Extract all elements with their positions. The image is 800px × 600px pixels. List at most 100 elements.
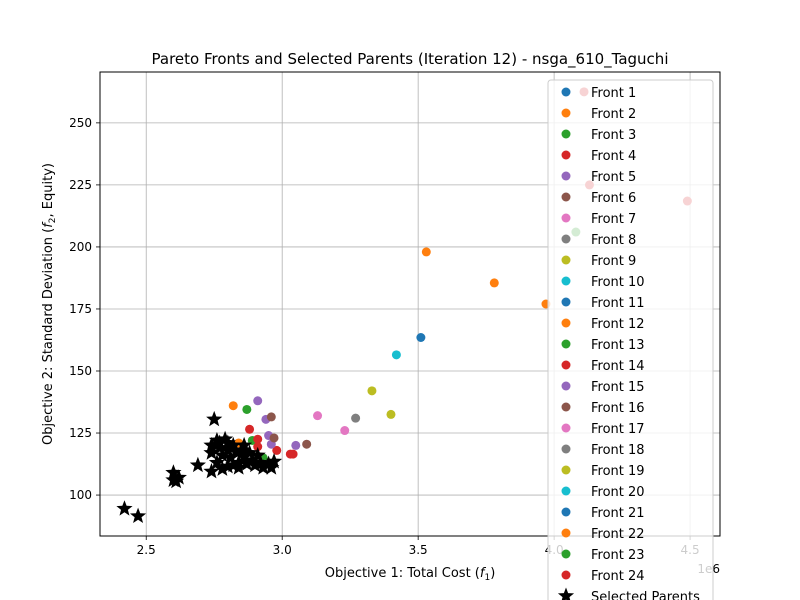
data-point	[340, 426, 350, 436]
y-tick-label: 225	[69, 178, 92, 192]
legend-marker	[561, 192, 571, 202]
selected-parent-marker	[230, 459, 247, 475]
data-point	[391, 350, 401, 360]
data-point	[272, 445, 282, 455]
legend-label: Front 20	[591, 485, 645, 500]
selected-parent-marker	[116, 500, 133, 516]
selected-parent-marker	[260, 455, 277, 471]
legend-label: Front 8	[591, 233, 636, 248]
selected-parent-marker	[129, 507, 147, 524]
y-tick-label: 125	[69, 426, 92, 440]
selected-parent-marker	[222, 449, 239, 465]
legend-marker	[561, 150, 571, 160]
selected-parent-marker	[170, 469, 187, 485]
selected-parent-marker	[208, 454, 226, 470]
legend-label: Front 2	[591, 107, 636, 122]
data-point	[253, 396, 263, 406]
legend-marker	[561, 507, 571, 517]
data-point	[242, 404, 252, 414]
legend-marker	[561, 549, 571, 559]
selected-parent-marker	[219, 458, 236, 474]
legend-label: Front 9	[591, 254, 636, 269]
legend-marker	[561, 297, 571, 307]
selected-parent-marker	[238, 455, 255, 471]
legend-marker	[561, 339, 571, 349]
data-point	[302, 439, 312, 449]
legend-marker	[561, 87, 571, 97]
selected-parent-marker	[255, 459, 272, 475]
y-axis-label: Objective 2: Standard Deviation (f2, Equ…	[41, 163, 58, 445]
selected-parent-marker	[227, 443, 245, 459]
legend-label: Front 19	[591, 464, 645, 479]
x-axis-label: Objective 1: Total Cost (f1)	[325, 566, 496, 583]
legend-label: Front 12	[591, 317, 645, 332]
y-tick-label: 100	[69, 488, 92, 502]
selected-parent-marker	[217, 430, 234, 447]
selected-parent-marker	[189, 456, 206, 473]
legend-marker	[561, 465, 571, 475]
selected-parent-marker	[265, 453, 283, 469]
legend-marker	[561, 570, 571, 580]
selected-parent-marker	[168, 472, 185, 489]
selected-parent-marker	[206, 410, 223, 427]
legend-marker	[561, 171, 571, 181]
selected-parent-marker	[241, 444, 258, 460]
data-point	[416, 332, 426, 342]
selected-parent-marker	[214, 446, 231, 463]
selected-parent-marker	[246, 456, 264, 473]
legend-marker	[561, 234, 571, 244]
legend-label: Front 3	[591, 128, 636, 143]
selected-parent-marker	[225, 436, 242, 453]
legend-marker	[561, 276, 571, 286]
legend-label: Front 13	[591, 338, 645, 353]
legend-marker	[561, 486, 571, 496]
legend-label: Front 6	[591, 191, 636, 206]
legend: Front 1 Front 2 Front 3 Front 4 Front 5 Front…	[547, 79, 714, 600]
legend-marker	[561, 381, 571, 391]
legend-marker	[561, 423, 571, 433]
selected-parent-marker	[263, 459, 280, 475]
legend-label: Front 11	[591, 296, 645, 311]
data-point	[266, 412, 276, 422]
selected-parent-marker	[236, 436, 253, 453]
legend-marker	[561, 402, 571, 412]
selected-parent-marker	[208, 431, 226, 448]
selected-parent-marker	[214, 460, 231, 476]
legend-label: Front 18	[591, 443, 645, 458]
legend-marker	[561, 108, 571, 118]
legend-label: Front 22	[591, 527, 645, 542]
legend-label: Front 10	[591, 275, 645, 290]
legend-label: Front 17	[591, 422, 645, 437]
legend-marker	[561, 444, 571, 454]
data-point	[489, 278, 499, 288]
plot-frame	[99, 71, 721, 537]
legend-label: Front 24	[591, 569, 645, 584]
data-point	[245, 424, 255, 434]
data-point	[351, 413, 361, 423]
legend-label: Front 7	[591, 212, 636, 227]
legend-marker	[561, 318, 571, 328]
legend-label: Front 5	[591, 170, 636, 185]
data-point	[386, 409, 396, 419]
y-tick-label: 250	[69, 116, 92, 130]
legend-box	[547, 79, 714, 600]
data-point	[253, 442, 263, 452]
selected-parent-marker	[211, 439, 228, 455]
data-point	[288, 449, 298, 459]
legend-label: Front 1	[591, 86, 636, 101]
legend-marker	[557, 587, 575, 600]
selected-parent-marker	[244, 451, 261, 468]
selected-parent-marker	[211, 434, 228, 450]
legend-marker	[561, 213, 571, 223]
legend-marker	[561, 360, 571, 370]
legend-label: Front 14	[591, 359, 645, 374]
selected-parent-marker	[203, 444, 220, 460]
legend-marker	[561, 129, 571, 139]
data-point	[269, 433, 279, 443]
data-point	[253, 434, 263, 444]
data-point	[367, 386, 377, 396]
selected-parents-markers	[116, 410, 283, 524]
legend-marker	[561, 528, 571, 538]
y-axis-ticks: 100 125 150 175 200 225 250	[69, 116, 100, 502]
